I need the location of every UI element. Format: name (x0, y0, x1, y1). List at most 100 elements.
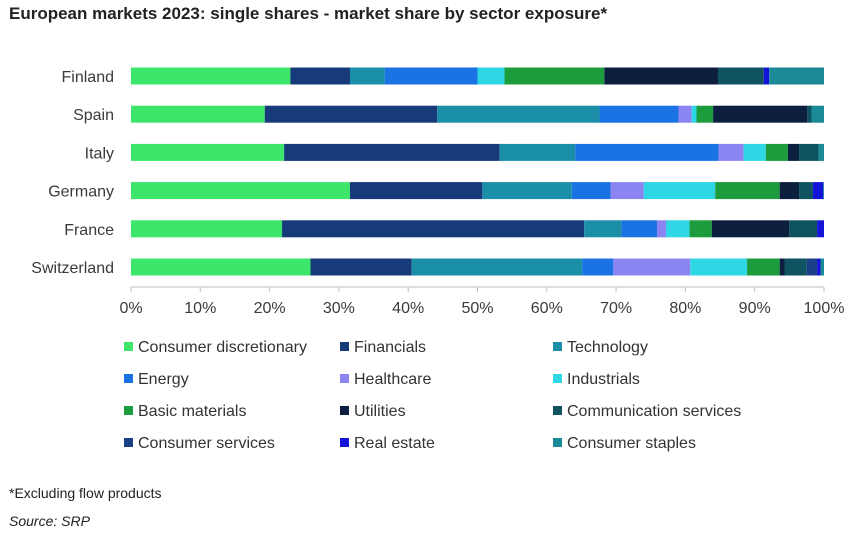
category-label: Italy (85, 145, 114, 162)
legend-label: Healthcare (354, 371, 431, 388)
bar-segment (131, 105, 265, 123)
legend-swatch (553, 406, 562, 415)
legend-swatch (553, 438, 562, 447)
x-tick-label: 100% (804, 300, 845, 317)
bar-segment (504, 67, 605, 85)
legend-swatch (553, 342, 562, 351)
bar-segment (678, 105, 692, 123)
chart-title: European markets 2023: single shares - m… (9, 4, 608, 23)
x-tick-label: 0% (119, 300, 142, 317)
x-tick-label: 20% (254, 300, 286, 317)
bar-segment (769, 67, 824, 85)
bar-segment (747, 258, 780, 276)
bar-segment (584, 220, 622, 238)
legend-label: Consumer staples (567, 435, 696, 452)
legend-label: Industrials (567, 371, 640, 388)
footnote: *Excluding flow products (9, 485, 162, 501)
x-tick-label: 80% (669, 300, 701, 317)
category-label: Finland (62, 69, 114, 86)
bar-segment (818, 143, 824, 161)
bar-segment (666, 220, 690, 238)
bar-segment (817, 258, 821, 276)
x-tick-label: 30% (323, 300, 355, 317)
bar-segment (690, 258, 748, 276)
legend-swatch (340, 342, 349, 351)
bar-segment (711, 220, 790, 238)
bar-segment (696, 105, 714, 123)
legend-swatch (553, 374, 562, 383)
bar-segment (575, 143, 719, 161)
bar-segment (477, 67, 505, 85)
bar-segment (763, 67, 770, 85)
bar-segment (349, 182, 483, 200)
bar-segment (784, 258, 807, 276)
bar-segment (717, 67, 764, 85)
x-tick-label: 90% (739, 300, 771, 317)
category-label: France (64, 222, 114, 239)
x-tick-label: 10% (184, 300, 216, 317)
legend-label: Real estate (354, 435, 435, 452)
bar-segment (823, 182, 824, 200)
bar-segment (806, 258, 818, 276)
legend-label: Consumer discretionary (138, 339, 307, 356)
bar-segment (807, 105, 812, 123)
bar-segment (284, 143, 500, 161)
bar-segment (131, 67, 291, 85)
bar-segment (610, 182, 644, 200)
legend-swatch (124, 374, 133, 383)
bar-segment (656, 220, 666, 238)
bar-segment (482, 182, 572, 200)
x-tick-label: 40% (392, 300, 424, 317)
bar-segment (799, 182, 813, 200)
bar-segment (799, 143, 819, 161)
bar-segment (713, 105, 808, 123)
legend-label: Technology (567, 339, 648, 356)
legend-label: Communication services (567, 403, 741, 420)
bar-segment (349, 67, 385, 85)
bar-segment (131, 220, 283, 238)
bar-segment (621, 220, 657, 238)
legend-label: Consumer services (138, 435, 275, 452)
bar-segment (131, 143, 285, 161)
bar-segment (779, 258, 785, 276)
bar-segment (779, 182, 800, 200)
bar-segment (290, 67, 350, 85)
bar-segment (613, 258, 691, 276)
x-tick-label: 60% (531, 300, 563, 317)
legend-swatch (124, 406, 133, 415)
bar-segment (689, 220, 712, 238)
legend-swatch (340, 406, 349, 415)
legend-swatch (124, 438, 133, 447)
legend-swatch (340, 374, 349, 383)
legend-label: Utilities (354, 403, 406, 420)
category-label: Switzerland (31, 260, 114, 277)
bar-segment (765, 143, 788, 161)
bar-segment (310, 258, 412, 276)
bar-segment (643, 182, 716, 200)
bar-segment (817, 220, 824, 238)
bar-segment (811, 105, 824, 123)
bar-segment (812, 182, 824, 200)
bar-segment (131, 182, 350, 200)
bar-segment (499, 143, 576, 161)
bar-segment (715, 182, 780, 200)
legend-label: Financials (354, 339, 426, 356)
bar-segment (599, 105, 679, 123)
bar-segment (384, 67, 478, 85)
stacked-bar-chart: Finland Spain Italy Germany France Switzerlan… (31, 67, 845, 452)
bar-segment (582, 258, 614, 276)
bar-segment (264, 105, 438, 123)
bar-segment (437, 105, 600, 123)
legend-swatch (124, 342, 133, 351)
source-note: Source: SRP (9, 513, 90, 529)
bar-segment (282, 220, 585, 238)
bar-segment (691, 105, 697, 123)
bar-segment (787, 143, 800, 161)
x-tick-label: 50% (461, 300, 493, 317)
bar-segment (743, 143, 766, 161)
bar-segment (789, 220, 818, 238)
legend-label: Energy (138, 371, 189, 388)
bar-segment (718, 143, 744, 161)
bar-segment (131, 258, 311, 276)
legend-label: Basic materials (138, 403, 246, 420)
